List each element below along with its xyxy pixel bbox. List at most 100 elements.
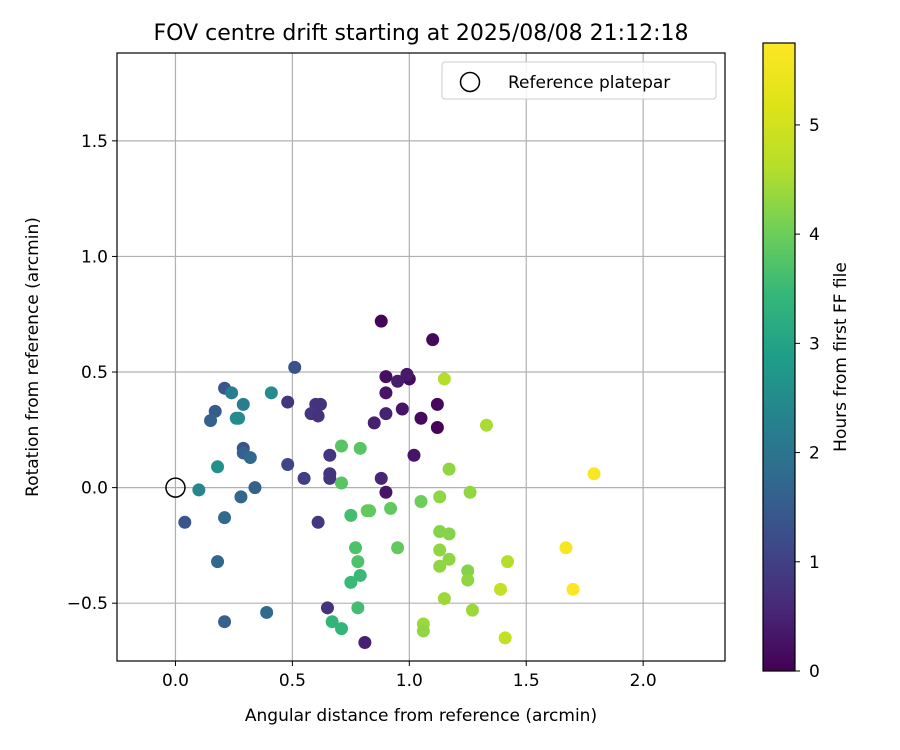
scatter-point — [430, 421, 444, 435]
x-tick-label: 1.0 — [396, 671, 423, 691]
y-tick-label: 1.5 — [81, 132, 108, 152]
scatter-point — [442, 462, 456, 476]
scatter-point — [334, 476, 348, 490]
colorbar-tick-label: 4 — [809, 225, 820, 245]
chart-title: FOV centre drift starting at 2025/08/08 … — [154, 21, 689, 46]
scatter-point — [374, 471, 388, 485]
scatter-point — [414, 411, 428, 425]
colorbar-tick-label: 0 — [809, 662, 820, 682]
scatter-point — [407, 448, 421, 462]
scatter-point — [379, 370, 393, 384]
x-tick-label: 1.5 — [513, 671, 540, 691]
scatter-point — [379, 485, 393, 499]
scatter-point — [234, 490, 248, 504]
scatter-point — [498, 631, 512, 645]
y-axis-ticks: −0.5 0.0 0.5 1.0 1.5 — [67, 132, 117, 614]
scatter-point — [374, 314, 388, 328]
x-tick-label: 0.0 — [162, 671, 189, 691]
scatter-point — [437, 372, 451, 386]
scatter-point — [479, 418, 493, 432]
scatter-point — [211, 555, 225, 569]
scatter-point — [248, 481, 262, 495]
scatter-point — [566, 582, 580, 596]
scatter-point — [367, 416, 381, 430]
scatter-point — [218, 511, 232, 525]
scatter-point — [384, 501, 398, 515]
grid — [117, 53, 725, 661]
legend-box — [441, 61, 717, 100]
x-axis-ticks: 0.0 0.5 1.0 1.5 2.0 — [162, 661, 657, 691]
scatter-point — [461, 564, 475, 578]
legend-marker — [459, 71, 481, 93]
scatter-point — [344, 575, 358, 589]
scatter-point — [353, 441, 367, 455]
plot-frame — [116, 52, 726, 662]
scatter-point — [351, 555, 365, 569]
colorbar-tick-label: 5 — [809, 116, 820, 136]
scatter-point — [559, 541, 573, 555]
colorbar-label: Hours from first FF file — [831, 262, 851, 452]
scatter-point — [349, 541, 363, 555]
scatter-point — [225, 386, 239, 400]
colorbar-frame — [762, 42, 796, 672]
colorbar — [763, 43, 795, 671]
scatter-points — [178, 314, 601, 650]
scatter-point — [218, 615, 232, 629]
scatter-point — [391, 541, 405, 555]
scatter-point — [211, 460, 225, 474]
scatter-point — [204, 414, 218, 428]
scatter-point — [494, 582, 508, 596]
scatter-point — [465, 603, 479, 617]
scatter-point — [344, 508, 358, 522]
scatter-point — [311, 515, 325, 529]
scatter-point — [587, 467, 601, 481]
plot-area — [117, 53, 725, 661]
scatter-point — [236, 397, 250, 411]
reference-platepar-marker — [165, 477, 186, 498]
legend-label: Reference platepar — [508, 73, 670, 93]
scatter-point — [334, 439, 348, 453]
scatter-point — [391, 374, 405, 388]
scatter-point — [437, 592, 451, 606]
scatter-point — [281, 457, 295, 471]
scatter-point — [178, 515, 192, 529]
y-tick-label: 1.0 — [81, 247, 108, 267]
scatter-point — [358, 636, 372, 650]
scatter-point — [461, 573, 475, 587]
legend: Reference platepar — [441, 61, 717, 100]
scatter-point — [311, 409, 325, 423]
scatter-point — [323, 448, 337, 462]
scatter-point — [442, 552, 456, 566]
scatter-point — [325, 615, 339, 629]
y-tick-label: 0.5 — [81, 363, 108, 383]
scatter-point — [442, 527, 456, 541]
scatter-point — [288, 360, 302, 374]
scatter-point — [430, 397, 444, 411]
scatter-point — [320, 601, 334, 615]
scatter-point — [260, 605, 274, 619]
scatter-point — [323, 471, 337, 485]
scatter-point — [395, 402, 409, 416]
scatter-point — [351, 601, 365, 615]
scatter-point — [363, 504, 377, 518]
x-tick-label: 0.5 — [279, 671, 306, 691]
y-tick-label: 0.0 — [81, 479, 108, 499]
colorbar-tick-label: 2 — [809, 444, 820, 464]
y-axis-label: Rotation from reference (arcmin) — [23, 217, 43, 497]
scatter-point — [433, 559, 447, 573]
x-tick-label: 2.0 — [630, 671, 657, 691]
colorbar-ticks: 0 1 2 3 4 5 — [795, 116, 820, 682]
scatter-point — [414, 494, 428, 508]
scatter-point — [229, 411, 243, 425]
scatter-point — [334, 622, 348, 636]
scatter-point — [297, 471, 311, 485]
x-axis-label: Angular distance from reference (arcmin) — [245, 706, 597, 726]
scatter-point — [243, 451, 257, 465]
colorbar-tick-label: 3 — [809, 334, 820, 354]
scatter-point — [433, 490, 447, 504]
scatter-point — [501, 555, 515, 569]
y-tick-label: −0.5 — [67, 594, 108, 614]
scatter-point — [379, 407, 393, 421]
scatter-point — [281, 395, 295, 409]
